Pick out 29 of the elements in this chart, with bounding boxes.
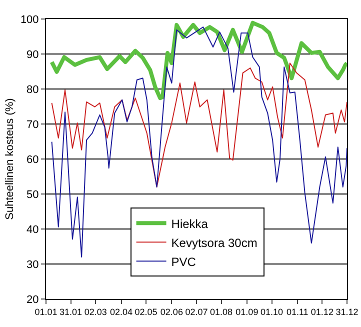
y-tick-label: 70	[26, 118, 39, 131]
x-tick-label: 02.07	[185, 306, 208, 317]
x-tick-label: 31.01	[60, 306, 82, 317]
line-series	[51, 62, 347, 188]
line-series	[50, 20, 347, 100]
y-tick-label: 20	[26, 294, 39, 306]
x-tick-label: 02.05	[134, 306, 158, 317]
y-tick-label: 100	[20, 14, 39, 26]
y-tick-label: 60	[26, 154, 39, 166]
y-tick-label: 90	[26, 48, 39, 61]
legend-label: PVC	[171, 254, 196, 269]
y-tick-label: 30	[26, 258, 39, 271]
y-tick-label: 50	[26, 188, 39, 201]
y-tick-label: 40	[26, 224, 39, 236]
legend-label: Kevytsora 30cm	[171, 236, 258, 250]
x-tick-label: 01.09	[236, 306, 258, 317]
x-tick-label: 01.08	[210, 306, 233, 317]
x-tick-label: 01.11	[286, 306, 308, 317]
x-tick-label: 02.03	[84, 306, 107, 317]
x-tick-label: 02.04	[110, 306, 133, 317]
y-tick-label: 80	[26, 84, 39, 96]
x-tick-label: 02.06	[160, 306, 183, 317]
x-tick-label: 01.12	[310, 306, 334, 317]
legend-label: Hiekka	[171, 216, 208, 231]
x-tick-label: 31.12	[336, 306, 358, 317]
y-axis-title: Suhteellinen kosteus (%)	[4, 98, 16, 220]
x-tick-label: 01.01	[34, 306, 58, 317]
x-tick-label: 01.10	[260, 306, 284, 317]
line-series	[51, 26, 347, 258]
